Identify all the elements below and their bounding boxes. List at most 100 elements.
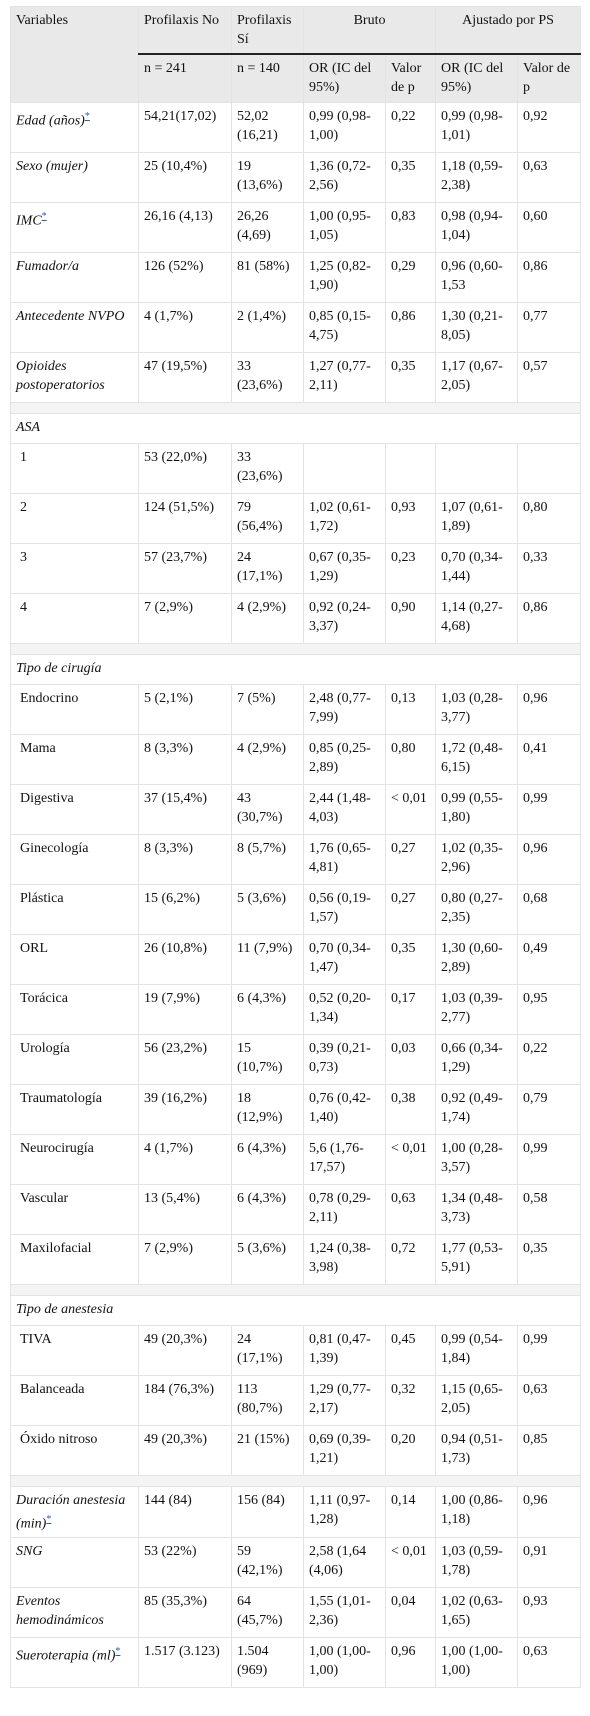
value-cell: 49 (20,3%) bbox=[138, 1324, 232, 1376]
value-cell: 0,68 bbox=[517, 883, 582, 935]
data-row: Urología 56 (23,2%) 15 (10,7%) 0,39 (0,21-0… bbox=[10, 1033, 582, 1085]
value-cell: 0,23 bbox=[384, 542, 437, 594]
value-cell: 1,02 (0,63-1,65) bbox=[435, 1587, 519, 1639]
value-cell: 0,99 (0,98-1,00) bbox=[303, 101, 386, 153]
data-row: TIVA 49 (20,3%) 24 (17,1%) 0,81 (0,47-1,39)… bbox=[10, 1324, 582, 1376]
data-row: Fumador/a 126 (52%) 81 (58%) 1,25 (0,82-1,9… bbox=[10, 251, 582, 303]
variable-name: Sexo (mujer) bbox=[16, 158, 88, 174]
variable-cell: Fumador/a bbox=[10, 251, 139, 303]
value-cell: 1,07 (0,61-1,89) bbox=[435, 492, 519, 544]
value-cell: 0,86 bbox=[517, 251, 582, 303]
value-cell: 0,92 bbox=[517, 101, 582, 153]
value-cell: 33 (23,6%) bbox=[231, 351, 304, 403]
value-cell: 1,76 (0,65-4,81) bbox=[303, 833, 386, 885]
value-cell: 8 (3,3%) bbox=[138, 733, 232, 785]
data-row: ORL 26 (10,8%) 11 (7,9%) 0,70 (0,34-1,47) 0,… bbox=[10, 933, 582, 985]
variable-cell: Torácica bbox=[10, 983, 139, 1035]
footnote-link[interactable]: * bbox=[41, 210, 47, 222]
value-cell: 0,70 (0,34-1,47) bbox=[303, 933, 386, 985]
value-cell: 0,77 bbox=[517, 301, 582, 353]
section-row: Tipo de anestesia bbox=[9, 1294, 582, 1326]
value-cell: 0,85 (0,15-4,75) bbox=[303, 301, 386, 353]
value-cell: 59 (42,1%) bbox=[231, 1537, 304, 1589]
column-subheader: Valor de p bbox=[517, 53, 582, 103]
value-cell: 156 (84) bbox=[231, 1485, 304, 1539]
value-cell: 0,99 (0,55-1,80) bbox=[435, 783, 519, 835]
value-cell: 5,6 (1,76-17,57) bbox=[303, 1133, 386, 1185]
value-cell: 81 (58%) bbox=[231, 251, 304, 303]
variable-name: Maxilofacial bbox=[20, 1240, 92, 1256]
value-cell: 0,52 (0,20-1,34) bbox=[303, 983, 386, 1035]
value-cell: 0,92 (0,24-3,37) bbox=[303, 592, 386, 644]
variable-name: ORL bbox=[20, 940, 48, 956]
value-cell: 0,86 bbox=[517, 592, 582, 644]
value-cell: 0,96 (0,60-1,53 bbox=[435, 251, 519, 303]
data-row: 2 124 (51,5%) 79 (56,4%) 1,02 (0,61-1,72) 0,… bbox=[10, 492, 582, 544]
value-cell: 15 (10,7%) bbox=[231, 1033, 304, 1085]
value-cell: 124 (51,5%) bbox=[138, 492, 232, 544]
value-cell: 26 (10,8%) bbox=[138, 933, 232, 985]
value-cell: 0,56 (0,19-1,57) bbox=[303, 883, 386, 935]
value-cell: 0,96 bbox=[384, 1637, 437, 1689]
value-cell: 15 (6,2%) bbox=[138, 883, 232, 935]
value-cell: 0,96 bbox=[517, 1485, 582, 1539]
value-cell: 184 (76,3%) bbox=[138, 1374, 232, 1426]
value-cell: 24 (17,1%) bbox=[231, 542, 304, 594]
value-cell: 0,76 (0,42-1,40) bbox=[303, 1083, 386, 1135]
value-cell: 33 (23,6%) bbox=[231, 442, 304, 494]
value-cell: 0,32 bbox=[384, 1374, 437, 1426]
table-body: Edad (años)* 54,21(17,02) 52,02 (16,21) 0,9… bbox=[9, 101, 582, 1689]
spacer-row bbox=[9, 1474, 582, 1487]
variable-cell: SNG bbox=[10, 1537, 139, 1589]
section-label: ASA bbox=[9, 412, 582, 444]
data-row: Antecedente NVPO 4 (1,7%) 2 (1,4%) 0,85 (0,… bbox=[10, 301, 582, 353]
footnote-link[interactable]: * bbox=[115, 1646, 121, 1658]
variable-cell: TIVA bbox=[10, 1324, 139, 1376]
value-cell: < 0,01 bbox=[384, 1133, 437, 1185]
footnote-link[interactable]: * bbox=[46, 1513, 52, 1525]
value-cell: 0,22 bbox=[517, 1033, 582, 1085]
footnote-link[interactable]: * bbox=[84, 110, 90, 122]
empty-cell bbox=[384, 442, 437, 494]
column-header: Bruto bbox=[302, 6, 437, 55]
section-row: ASA bbox=[9, 412, 582, 444]
value-cell: 0,78 (0,29-2,11) bbox=[303, 1183, 386, 1235]
value-cell: 1.504 (969) bbox=[231, 1637, 304, 1689]
column-header: Profilaxis No bbox=[138, 6, 232, 55]
spacer-row bbox=[9, 642, 582, 655]
variable-name: Traumatología bbox=[20, 1090, 102, 1106]
value-cell: 0,45 bbox=[384, 1324, 437, 1376]
variable-cell: Opioides postoperatorios bbox=[10, 351, 139, 403]
column-header: Profilaxis Sí bbox=[231, 6, 304, 55]
value-cell: 37 (15,4%) bbox=[138, 783, 232, 835]
value-cell: 113 (80,7%) bbox=[231, 1374, 304, 1426]
value-cell: 39 (16,2%) bbox=[138, 1083, 232, 1135]
results-table: Variables Profilaxis No Profilaxis Sí Bruto… bbox=[9, 6, 582, 1689]
value-cell: 26,16 (4,13) bbox=[138, 201, 232, 253]
data-row: Traumatología 39 (16,2%) 18 (12,9%) 0,76 (0… bbox=[10, 1083, 582, 1135]
variable-name: Mama bbox=[20, 740, 56, 756]
value-cell: 1,03 (0,28-3,77) bbox=[435, 683, 519, 735]
value-cell: 2,48 (0,77-7,99) bbox=[303, 683, 386, 735]
spacer-cell bbox=[9, 1474, 582, 1487]
value-cell: 0,99 bbox=[517, 1133, 582, 1185]
data-row: Duración anestesia (min)* 144 (84) 156 (84… bbox=[10, 1485, 582, 1539]
value-cell: 144 (84) bbox=[138, 1485, 232, 1539]
value-cell: 1,00 (1,00-1,00) bbox=[435, 1637, 519, 1689]
value-cell: 4 (2,9%) bbox=[231, 592, 304, 644]
value-cell: 0,98 (0,94-1,04) bbox=[435, 201, 519, 253]
variable-cell: Duración anestesia (min)* bbox=[10, 1485, 139, 1539]
variable-name: Vascular bbox=[20, 1190, 69, 1206]
variable-cell: Antecedente NVPO bbox=[10, 301, 139, 353]
variable-name: 3 bbox=[20, 549, 27, 565]
value-cell: 0,38 bbox=[384, 1083, 437, 1135]
value-cell: 4 (2,9%) bbox=[231, 733, 304, 785]
value-cell: 1,55 (1,01-2,36) bbox=[303, 1587, 386, 1639]
empty-cell bbox=[435, 442, 519, 494]
value-cell: 5 (3,6%) bbox=[231, 1233, 304, 1285]
value-cell: 0,35 bbox=[384, 933, 437, 985]
value-cell: 0,85 bbox=[517, 1424, 582, 1476]
value-cell: 13 (5,4%) bbox=[138, 1183, 232, 1235]
value-cell: 0,13 bbox=[384, 683, 437, 735]
